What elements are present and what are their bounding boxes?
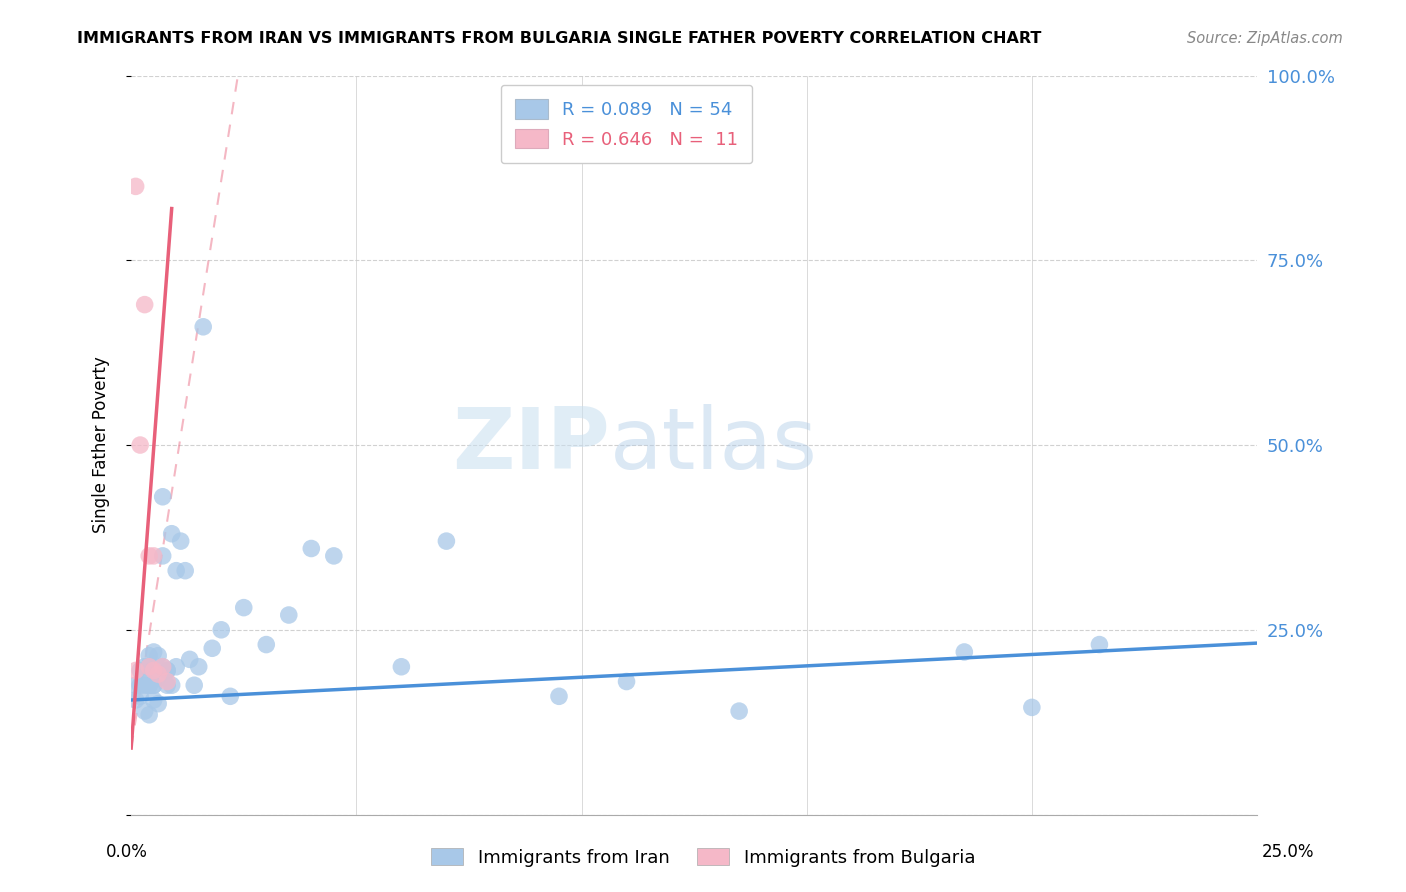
Point xyxy=(124,664,146,678)
Point xyxy=(156,674,179,689)
Y-axis label: Single Father Poverty: Single Father Poverty xyxy=(93,357,110,533)
Point xyxy=(156,664,179,678)
Text: 25.0%: 25.0% xyxy=(1263,843,1315,861)
Point xyxy=(179,652,201,666)
Point xyxy=(152,659,174,673)
Point xyxy=(138,678,160,692)
Point xyxy=(124,678,146,692)
Point xyxy=(138,707,160,722)
Point xyxy=(142,664,165,678)
Point xyxy=(232,600,254,615)
Point xyxy=(174,564,197,578)
Text: IMMIGRANTS FROM IRAN VS IMMIGRANTS FROM BULGARIA SINGLE FATHER POVERTY CORRELATI: IMMIGRANTS FROM IRAN VS IMMIGRANTS FROM … xyxy=(77,31,1042,46)
Point xyxy=(254,638,277,652)
Point xyxy=(156,664,179,678)
Point xyxy=(152,659,174,673)
Point xyxy=(160,678,183,692)
Point xyxy=(124,179,146,194)
Point xyxy=(156,678,179,692)
Point xyxy=(134,671,156,685)
Point xyxy=(148,667,170,681)
Legend: Immigrants from Iran, Immigrants from Bulgaria: Immigrants from Iran, Immigrants from Bu… xyxy=(423,841,983,874)
Point xyxy=(142,549,165,563)
Point xyxy=(138,659,160,673)
Point xyxy=(160,526,183,541)
Point xyxy=(436,534,458,549)
Point xyxy=(148,671,170,685)
Point xyxy=(389,659,412,673)
Point xyxy=(129,438,152,452)
Point xyxy=(124,693,146,707)
Point xyxy=(201,641,224,656)
Point xyxy=(129,690,152,704)
Point xyxy=(170,534,193,549)
Legend: R = 0.089   N = 54, R = 0.646   N =  11: R = 0.089 N = 54, R = 0.646 N = 11 xyxy=(501,85,752,163)
Point xyxy=(142,645,165,659)
Text: Source: ZipAtlas.com: Source: ZipAtlas.com xyxy=(1187,31,1343,46)
Text: atlas: atlas xyxy=(610,403,818,486)
Point xyxy=(193,319,215,334)
Point xyxy=(1088,638,1111,652)
Point xyxy=(134,678,156,692)
Text: 0.0%: 0.0% xyxy=(105,843,148,861)
Point xyxy=(142,678,165,692)
Point xyxy=(142,664,165,678)
Point xyxy=(187,659,209,673)
Point xyxy=(142,693,165,707)
Point xyxy=(129,678,152,692)
Point xyxy=(953,645,976,659)
Point xyxy=(299,541,322,556)
Point xyxy=(322,549,344,563)
Point xyxy=(138,678,160,692)
Point xyxy=(148,697,170,711)
Point xyxy=(148,648,170,663)
Text: ZIP: ZIP xyxy=(451,403,610,486)
Point xyxy=(548,690,571,704)
Point xyxy=(134,704,156,718)
Point xyxy=(1021,700,1043,714)
Point xyxy=(129,664,152,678)
Point xyxy=(209,623,232,637)
Point xyxy=(138,549,160,563)
Point xyxy=(138,648,160,663)
Point xyxy=(138,659,160,673)
Point xyxy=(616,674,638,689)
Point xyxy=(165,564,187,578)
Point xyxy=(165,659,187,673)
Point xyxy=(134,659,156,673)
Point xyxy=(219,690,242,704)
Point xyxy=(134,298,156,312)
Point xyxy=(152,549,174,563)
Point xyxy=(183,678,205,692)
Point xyxy=(152,490,174,504)
Point xyxy=(277,607,299,622)
Point xyxy=(728,704,751,718)
Point xyxy=(142,678,165,692)
